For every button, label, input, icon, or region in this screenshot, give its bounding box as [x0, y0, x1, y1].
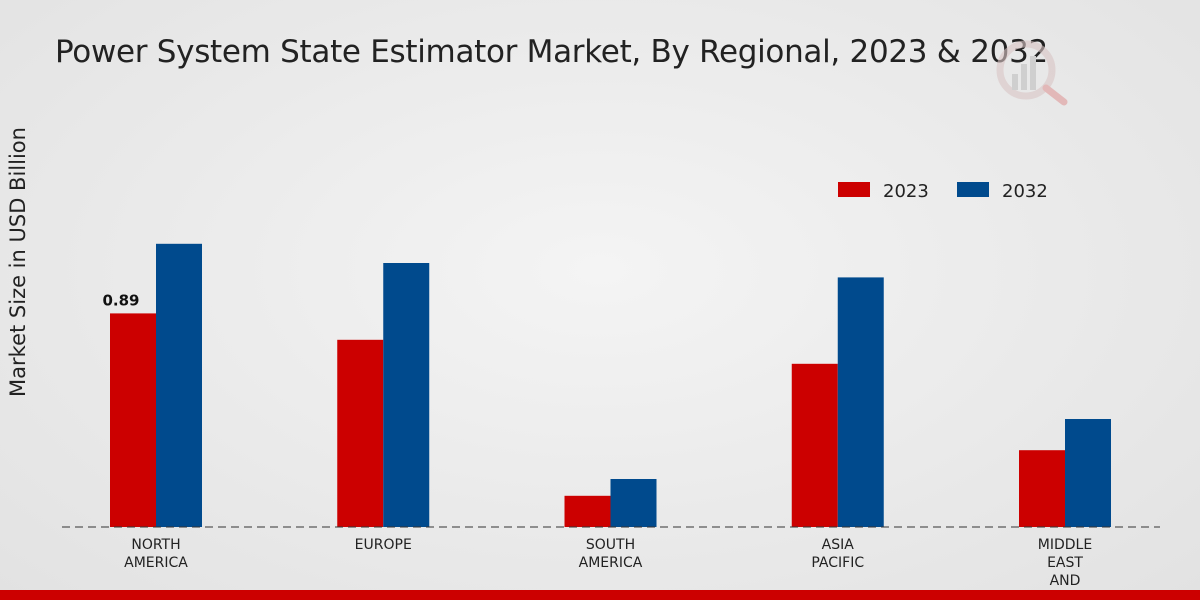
- brand-logo-icon: [996, 40, 1068, 106]
- bar-2023-2: [564, 495, 611, 527]
- legend-swatch-2023: [838, 182, 870, 197]
- bottom-accent-bar: [0, 590, 1200, 600]
- legend-label-2032: 2032: [1002, 181, 1048, 202]
- bar-2023-4: [1019, 450, 1065, 527]
- x-tick-label-3: ASIA PACIFIC: [811, 537, 864, 571]
- bar-2023-1: [337, 339, 384, 527]
- bar-2023-0: [110, 313, 156, 527]
- legend-label-2023: 2023: [883, 181, 929, 202]
- bar-2032-4: [1065, 419, 1111, 527]
- bar-2032-0: [156, 243, 202, 528]
- x-tick-label-0: NORTH AMERICA: [124, 537, 188, 571]
- legend-swatch-2032: [957, 182, 989, 197]
- data-labels: 0.89: [102, 291, 139, 309]
- bar-2023-3: [791, 363, 838, 527]
- chart-title: Power System State Estimator Market, By …: [55, 34, 1048, 70]
- bar-2032-3: [837, 277, 884, 527]
- x-tick-label-1: EUROPE: [355, 537, 412, 553]
- bar-2032-2: [610, 479, 657, 527]
- bars-group: [110, 243, 1111, 528]
- x-tick-label-2: SOUTH AMERICA: [579, 537, 643, 571]
- x-tick-labels: NORTH AMERICA EUROPE SOUTH AMERICA ASIA PACIFI…: [124, 537, 1092, 600]
- legend: 2023 2032: [838, 181, 1048, 202]
- data-label-0: 0.89: [102, 291, 139, 309]
- bar-2032-1: [383, 263, 430, 527]
